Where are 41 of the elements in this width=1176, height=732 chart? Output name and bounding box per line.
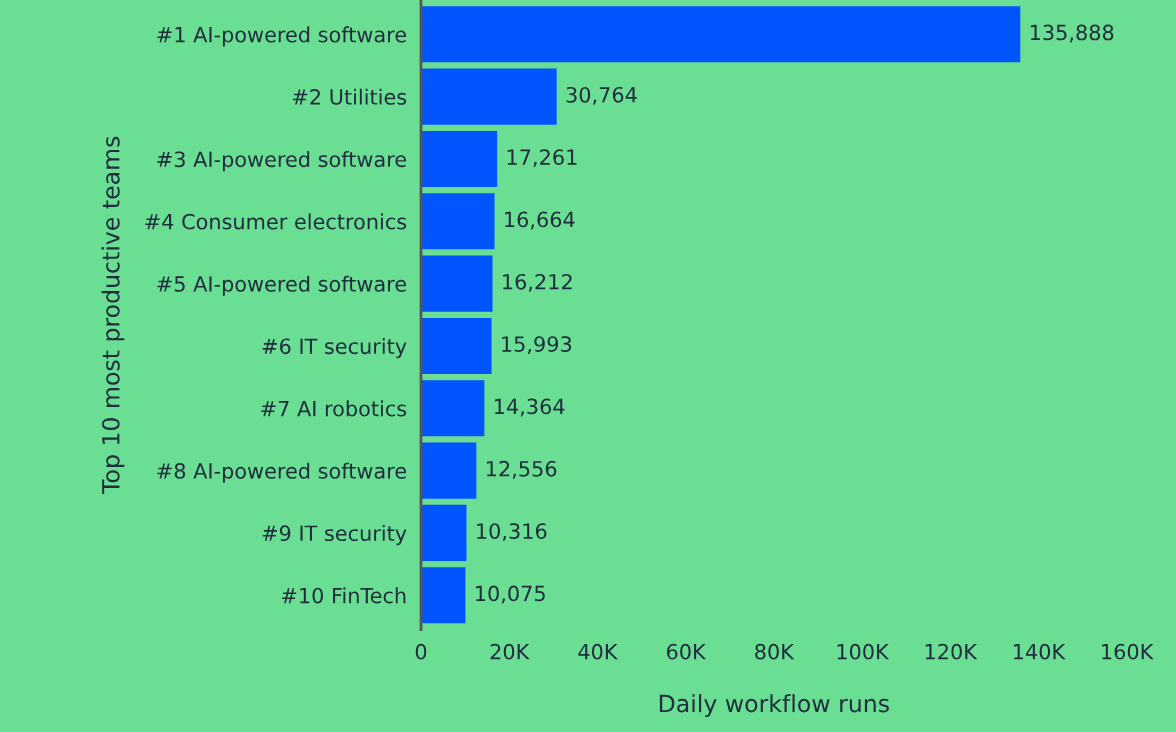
data-label: 135,888 <box>1030 24 1114 43</box>
x-tick-label: 0 <box>415 643 427 660</box>
bar <box>421 68 557 125</box>
bar <box>421 6 1021 63</box>
y-tick-label: #8 AI-powered software <box>157 462 407 483</box>
y-tick-label: #7 AI robotics <box>261 400 407 417</box>
x-tick-label: 100K <box>837 643 890 660</box>
bar <box>421 255 493 312</box>
x-tick-label: 60K <box>666 643 707 660</box>
data-label: 30,764 <box>566 86 637 105</box>
bar <box>421 567 466 624</box>
data-label: 10,316 <box>477 523 547 542</box>
data-label: 16,664 <box>505 211 575 230</box>
y-tick-label: #2 Utilities <box>292 88 407 105</box>
data-label: 14,364 <box>494 398 565 417</box>
bar <box>421 504 467 561</box>
x-tick-label: 40K <box>578 643 618 660</box>
x-tick-label: 20K <box>490 643 530 660</box>
y-tick-label: #5 AI-powered software <box>157 275 407 296</box>
data-label: 17,261 <box>507 149 577 168</box>
x-tick-label: 140K <box>1013 643 1066 660</box>
bar <box>421 380 485 437</box>
bar <box>421 442 477 499</box>
data-label: 10,075 <box>476 585 545 604</box>
y-tick-label: #4 Consumer electronics <box>145 213 407 230</box>
y-tick-label: #6 IT security <box>262 338 407 359</box>
bar <box>421 317 492 374</box>
x-tick-label: 160K <box>1102 643 1154 660</box>
y-tick-label: #10 FinTech <box>282 587 406 604</box>
y-tick-label: #3 AI-powered software <box>157 151 407 172</box>
x-axis-title: Daily workflow runs <box>659 694 889 717</box>
y-tick-label: #9 IT security <box>262 525 407 546</box>
x-tick-label: 80K <box>755 643 795 660</box>
y-tick-label: #1 AI-powered software <box>157 26 407 47</box>
bar <box>421 130 498 187</box>
bar <box>421 193 495 250</box>
x-tick-label: 120K <box>925 643 978 660</box>
data-label: 12,556 <box>487 460 557 479</box>
data-label: 16,212 <box>503 273 572 292</box>
y-axis-title: Top 10 most productive teams <box>101 136 125 494</box>
data-label: 15,993 <box>502 336 572 355</box>
